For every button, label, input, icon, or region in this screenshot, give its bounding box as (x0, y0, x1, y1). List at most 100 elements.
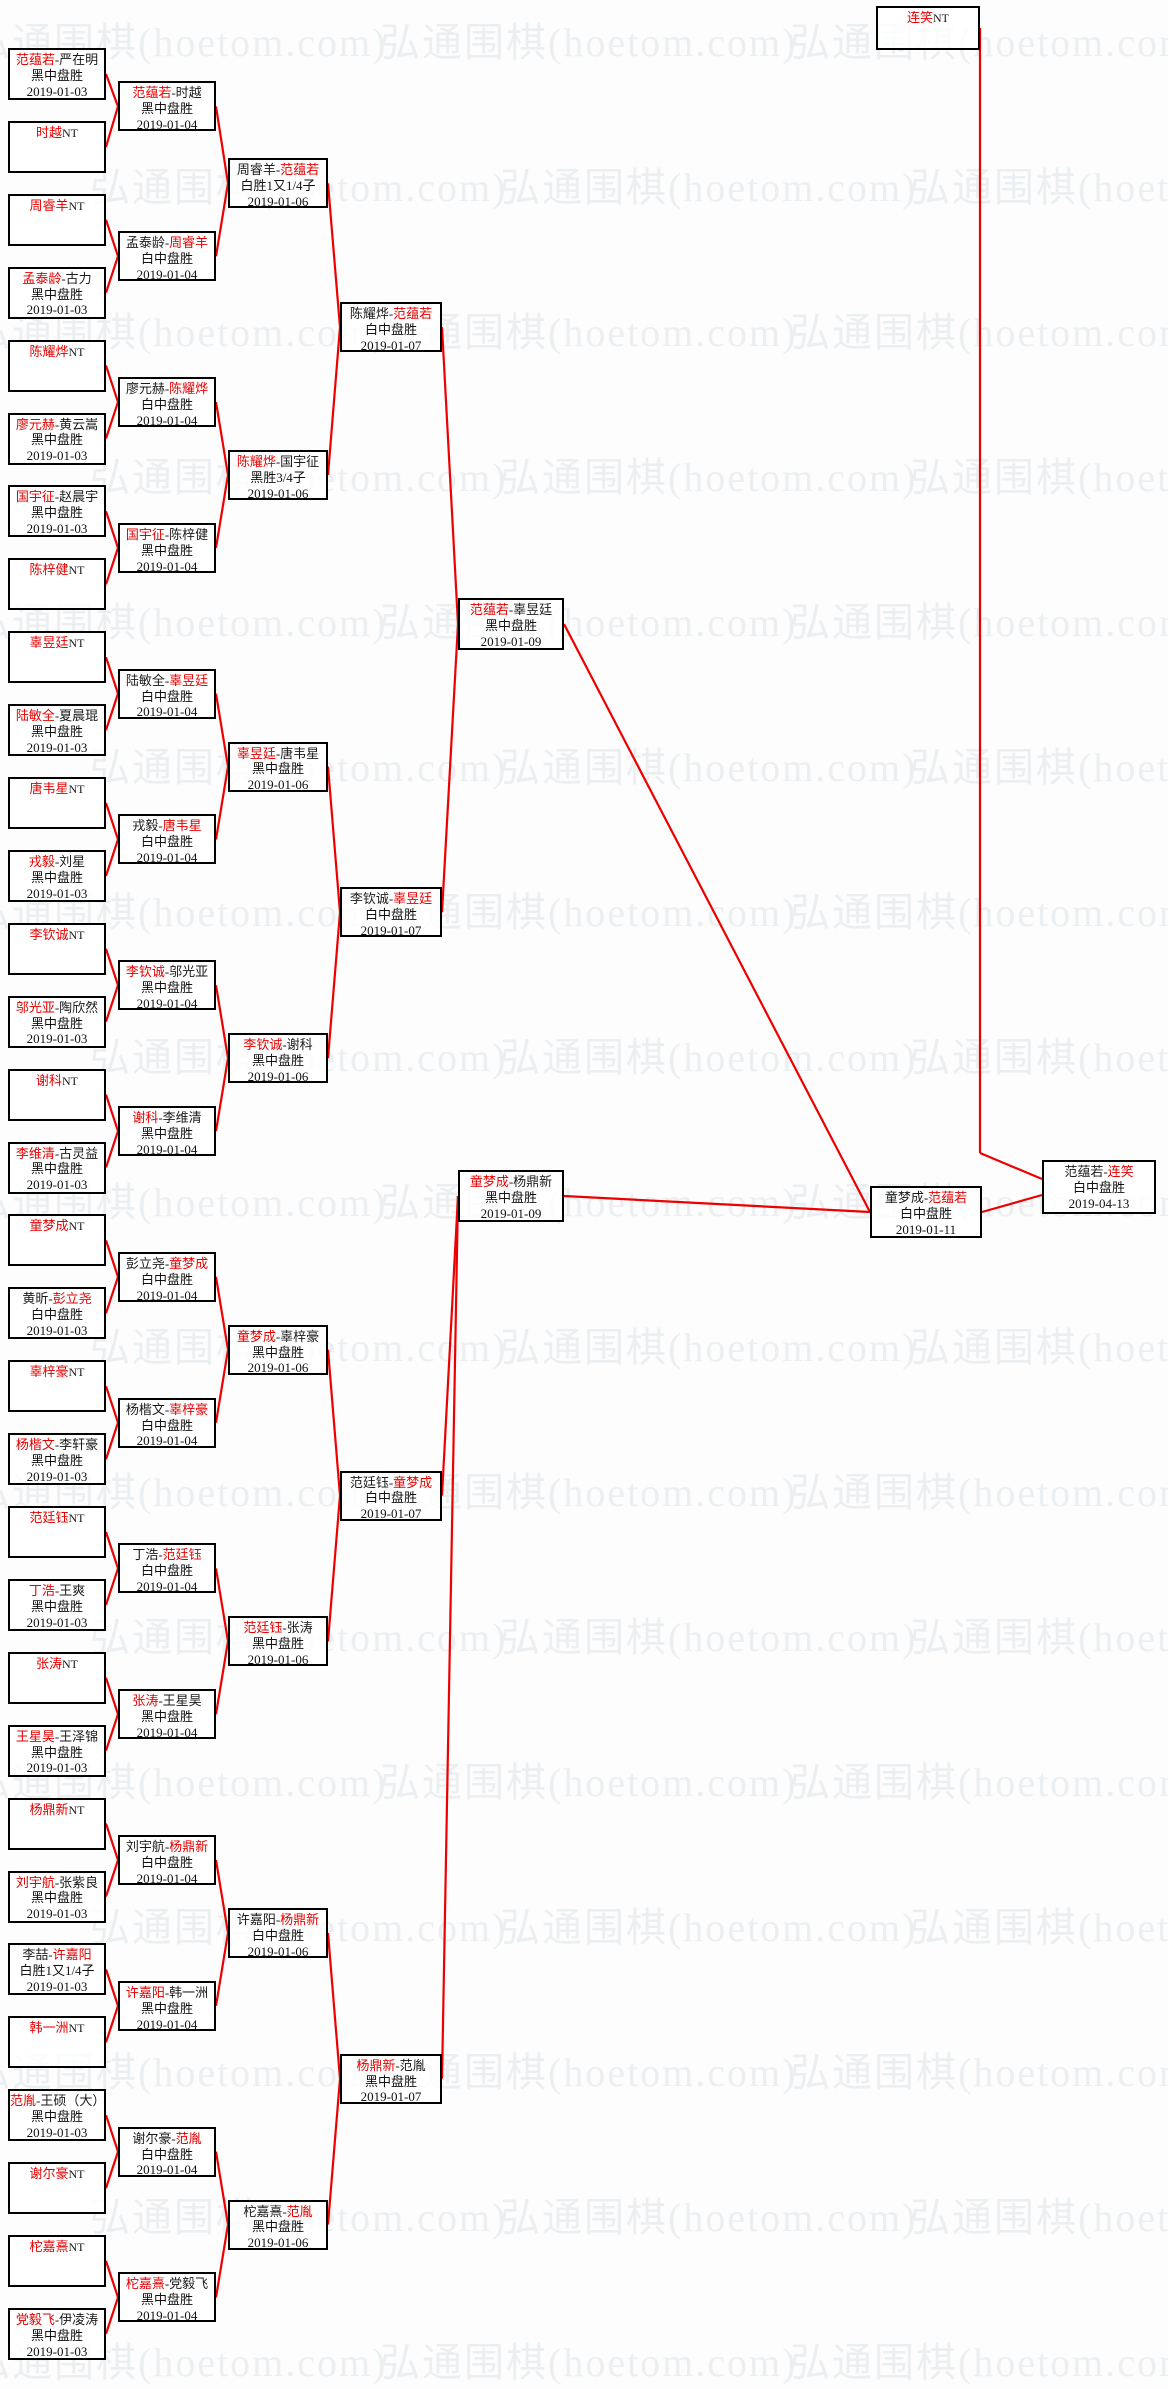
match-node[interactable]: 王星昊-王泽锦 黑中盘胜 2019-01-03 (8, 1724, 106, 1777)
match-node[interactable]: 杨鼎新-范胤 黑中盘胜 2019-01-07 (340, 2053, 442, 2104)
match-node[interactable]: 童梦成-范蕴若 白中盘胜 2019-01-11 (870, 1186, 982, 1238)
match-node[interactable]: 许嘉阳-韩一洲 黑中盘胜 2019-01-04 (118, 1980, 216, 2031)
match-node[interactable]: 邬光亚-陶欣然 黑中盘胜 2019-01-03 (8, 995, 106, 1048)
match-node[interactable]: 范廷钰NT (8, 1506, 106, 1558)
match-node[interactable]: 童梦成-辜梓豪 黑中盘胜 2019-01-06 (228, 1324, 328, 1375)
match-node[interactable]: 范蕴若-严在明 黑中盘胜 2019-01-03 (8, 48, 106, 100)
match-node[interactable]: 柁嘉熹-范胤 黑中盘胜 2019-01-06 (228, 2199, 328, 2250)
match-players: 刘宇航-杨鼎新 (120, 1839, 214, 1855)
player-winner: 范蕴若 (469, 602, 509, 617)
player-loser: 陈耀烨 (349, 306, 389, 322)
player-winner: 范廷钰 (162, 1547, 202, 1563)
match-node[interactable]: 国宇征-陈梓健 黑中盘胜 2019-01-04 (118, 522, 216, 573)
match-node[interactable]: 周睿羊NT (8, 193, 106, 246)
match-node[interactable]: 陆敏全-夏晨琨 黑中盘胜 2019-01-03 (8, 704, 106, 757)
match-node[interactable]: 唐韦星NT (8, 777, 106, 829)
match-result: 白中盘胜 (899, 1205, 952, 1221)
player-separator: - (54, 416, 60, 432)
match-result: 黑中盘胜 (484, 1189, 537, 1205)
match-node[interactable]: 国宇征-赵晨宇 黑中盘胜 2019-01-03 (8, 485, 106, 538)
match-date: 2019-01-06 (247, 2235, 309, 2250)
match-node[interactable]: 辜梓豪NT (8, 1360, 106, 1413)
match-date: 2019-01-06 (247, 1652, 309, 1667)
match-node[interactable]: 周睿羊-范蕴若 白胜1又1/4子 2019-01-06 (228, 158, 328, 209)
match-node[interactable]: 李维清-古灵益 黑中盘胜 2019-01-03 (8, 1141, 106, 1194)
match-result: 黑中盘胜 (251, 1636, 304, 1652)
match-node[interactable]: 黄昕-彭立尧 白中盘胜 2019-01-03 (8, 1287, 106, 1340)
match-node[interactable]: 范胤-王硕（大） 黑中盘胜 2019-01-03 (8, 2089, 106, 2142)
match-node[interactable]: 柁嘉熹-党毅飞 黑中盘胜 2019-01-04 (118, 2272, 216, 2323)
match-node[interactable]: 张涛NT (8, 1651, 106, 1704)
match-result: 白中盘胜 (364, 907, 417, 923)
match-node[interactable]: 廖元赫-陈耀烨 白中盘胜 2019-01-04 (118, 377, 216, 428)
player-separator: - (164, 1255, 170, 1271)
match-node[interactable]: 李钦诚-谢科 黑中盘胜 2019-01-06 (228, 1033, 328, 1084)
player-loser: 刘星 (59, 853, 86, 869)
match-node[interactable]: 范蕴若-时越 黑中盘胜 2019-01-04 (118, 81, 216, 132)
match-node[interactable]: 张涛-王星昊 黑中盘胜 2019-01-04 (118, 1689, 216, 1740)
player-winner: 柁嘉熹 (29, 2239, 69, 2254)
match-node[interactable]: 范蕴若-辜昱廷 黑中盘胜 2019-01-09 (458, 598, 564, 650)
match-players: 柁嘉熹NT (10, 2239, 104, 2255)
match-node[interactable]: 刘宇航-杨鼎新 白中盘胜 2019-01-04 (118, 1835, 216, 1886)
match-node[interactable]: 孟泰龄-周睿羊 白中盘胜 2019-01-04 (118, 231, 216, 282)
match-node[interactable]: 时越NT (8, 120, 106, 173)
match-node[interactable]: 丁浩-范廷钰 白中盘胜 2019-01-04 (118, 1543, 216, 1594)
match-node[interactable]: 范廷钰-张涛 黑中盘胜 2019-01-06 (228, 1616, 328, 1667)
match-players: 张涛NT (10, 1656, 104, 1672)
match-result: 白中盘胜 (140, 2146, 193, 2162)
match-date: 2019-01-09 (480, 633, 542, 649)
match-node[interactable]: 杨楷文-李轩豪 黑中盘胜 2019-01-03 (8, 1433, 106, 1486)
match-node[interactable]: 辜昱廷NT (8, 631, 106, 684)
match-node[interactable]: 范蕴若-连笑 白中盘胜 2019-04-13 (1042, 1160, 1156, 1214)
match-node[interactable]: 戎毅-刘星 黑中盘胜 2019-01-03 (8, 849, 106, 902)
match-node[interactable]: 陈耀烨-范蕴若 白中盘胜 2019-01-07 (340, 302, 442, 353)
match-node[interactable]: 韩一洲NT (8, 2016, 106, 2069)
match-node[interactable]: 许嘉阳-杨鼎新 白中盘胜 2019-01-06 (228, 1907, 328, 1958)
match-node[interactable]: 彭立尧-童梦成 白中盘胜 2019-01-04 (118, 1251, 216, 1302)
match-node[interactable]: 谢尔豪NT (8, 2162, 106, 2215)
match-result: 黑中盘胜 (30, 432, 83, 448)
match-node[interactable]: 刘宇航-张紫良 黑中盘胜 2019-01-03 (8, 1870, 106, 1923)
match-node[interactable]: 廖元赫-黄云嵩 黑中盘胜 2019-01-03 (8, 412, 106, 465)
player-winner: 彭立尧 (52, 1291, 92, 1307)
match-date: 2019-01-04 (136, 117, 198, 132)
match-node[interactable]: 戎毅-唐韦星 白中盘胜 2019-01-04 (118, 814, 216, 865)
match-players: 李钦诚-辜昱廷 (342, 891, 440, 907)
match-node[interactable]: 陈耀烨NT (8, 339, 106, 392)
match-node[interactable]: 谢科-李维清 黑中盘胜 2019-01-04 (118, 1106, 216, 1157)
match-players: 国宇征-赵晨宇 (10, 489, 104, 505)
match-node[interactable]: 范廷钰-童梦成 白中盘胜 2019-01-07 (340, 1470, 442, 1521)
match-node[interactable]: 陈梓健NT (8, 558, 106, 611)
match-result: 白中盘胜 (251, 1927, 304, 1943)
match-node[interactable]: 杨楷文-辜梓豪 白中盘胜 2019-01-04 (118, 1397, 216, 1448)
match-node[interactable]: 辜昱廷-唐韦星 黑中盘胜 2019-01-06 (228, 741, 328, 792)
match-node[interactable]: 孟泰龄-古力 黑中盘胜 2019-01-03 (8, 266, 106, 319)
match-node[interactable]: 李钦诚-邬光亚 黑中盘胜 2019-01-04 (118, 960, 216, 1011)
match-node[interactable]: 谢科NT (8, 1068, 106, 1121)
player-winner: 丁浩 (28, 1582, 55, 1598)
match-node[interactable]: 童梦成NT (8, 1214, 106, 1267)
match-node[interactable]: 童梦成-杨鼎新 黑中盘胜 2019-01-09 (458, 1170, 564, 1222)
match-node[interactable]: 李钦诚-辜昱廷 白中盘胜 2019-01-07 (340, 887, 442, 938)
player-winner: 唐韦星 (162, 818, 202, 834)
match-result: 白中盘胜 (1072, 1179, 1125, 1195)
match-node[interactable]: 李喆-许嘉阳 白胜1又1/4子 2019-01-03 (8, 1943, 106, 1996)
match-node[interactable]: 陆敏全-辜昱廷 白中盘胜 2019-01-04 (118, 668, 216, 719)
match-node[interactable]: 党毅飞-伊凌涛 黑中盘胜 2019-01-03 (8, 2307, 106, 2360)
player-separator: - (388, 1474, 394, 1490)
match-date: 2019-01-03 (26, 885, 88, 901)
match-node[interactable]: 连笑NT (876, 6, 980, 50)
match-players: 陈耀烨-范蕴若 (342, 306, 440, 322)
match-node[interactable]: 丁浩-王爽 黑中盘胜 2019-01-03 (8, 1578, 106, 1631)
match-node[interactable]: 杨鼎新NT (8, 1797, 106, 1850)
match-node[interactable]: 陈耀烨-国宇征 黑胜3/4子 2019-01-06 (228, 449, 328, 500)
match-node[interactable]: 李钦诚NT (8, 922, 106, 975)
player-winner: 陈耀烨 (236, 453, 276, 469)
player-separator: - (275, 1911, 281, 1927)
match-node[interactable]: 柁嘉熹NT (8, 2235, 106, 2287)
match-date: 2019-01-03 (26, 448, 88, 464)
player-loser: 李维清 (162, 1110, 202, 1126)
match-node[interactable]: 谢尔豪-范胤 白中盘胜 2019-01-04 (118, 2126, 216, 2177)
player-winner: 杨鼎新 (280, 1911, 320, 1927)
